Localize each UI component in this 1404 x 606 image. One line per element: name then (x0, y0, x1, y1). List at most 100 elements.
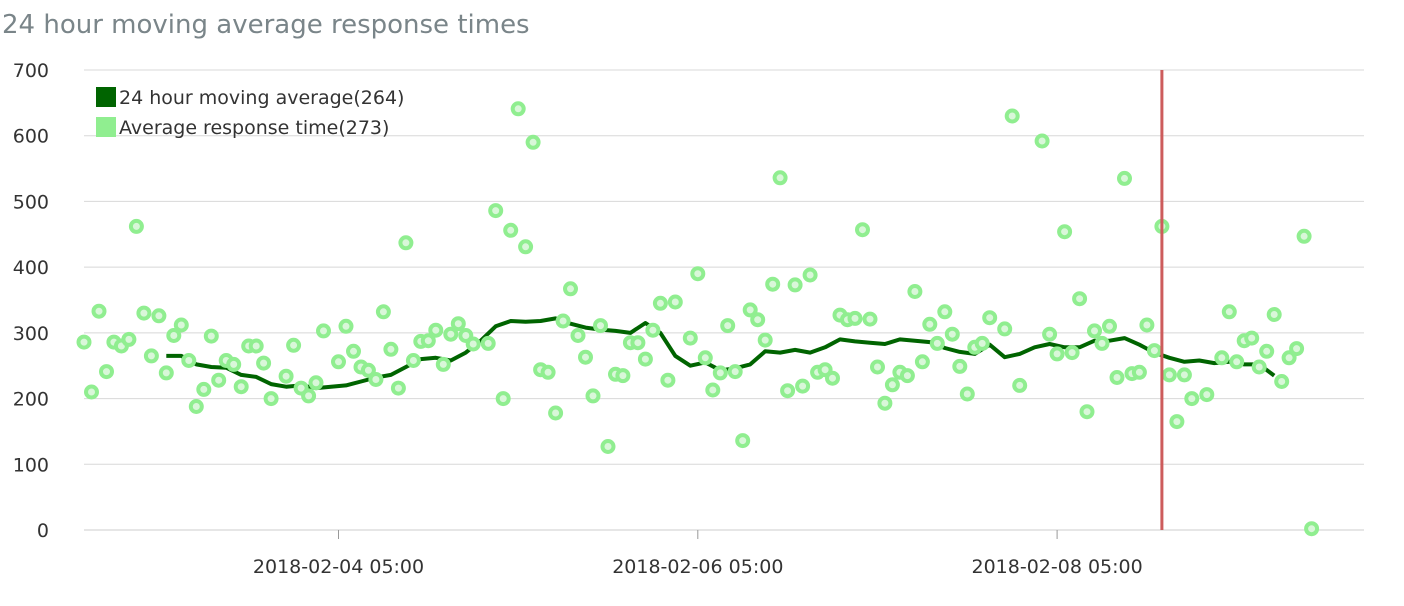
y-tick-label: 400 (13, 257, 49, 279)
response-time-point (697, 350, 713, 366)
response-time-point (1057, 224, 1073, 240)
response-time-point (488, 203, 504, 219)
x-axis: 2018-02-04 05:00 2018-02-06 05:00 2018-02-… (84, 529, 1364, 578)
response-time-point (757, 332, 773, 348)
response-time-point (922, 316, 938, 332)
response-time-point (1042, 326, 1058, 342)
response-time-point (1004, 108, 1020, 124)
response-time-point (278, 368, 294, 384)
response-time-point (1214, 350, 1230, 366)
response-time-point (780, 383, 796, 399)
response-time-point (368, 372, 384, 387)
response-time-point (226, 356, 242, 372)
response-time-point (795, 378, 811, 394)
response-time-point (742, 302, 758, 318)
response-time-point (899, 368, 915, 384)
response-time-point (1259, 343, 1275, 359)
response-time-point (1161, 367, 1177, 383)
response-time-point (398, 235, 414, 251)
response-time-point (256, 355, 272, 371)
response-time-point (555, 313, 571, 329)
response-time-point (712, 365, 728, 381)
response-time-point (944, 326, 960, 342)
response-time-point (1266, 307, 1282, 322)
response-time-series (76, 101, 1320, 537)
response-time-point (1244, 330, 1260, 346)
response-time-point (802, 267, 818, 283)
y-tick-label: 300 (13, 323, 49, 345)
response-time-point (884, 377, 900, 393)
response-time-point (548, 405, 564, 421)
response-time-point (690, 266, 706, 282)
response-time-point (450, 316, 466, 332)
response-time-point (735, 433, 751, 449)
y-tick-label: 0 (37, 520, 49, 542)
response-time-point (360, 362, 376, 378)
response-time-point (1146, 343, 1162, 359)
y-tick-label: 700 (13, 60, 49, 82)
response-time-point (952, 358, 968, 374)
response-time-point (1199, 387, 1215, 403)
response-time-point (143, 348, 159, 364)
response-time-point (525, 134, 541, 150)
response-time-point (188, 399, 204, 414)
response-time-point (765, 276, 781, 292)
response-time-point (914, 354, 930, 370)
response-time-point (1109, 370, 1125, 385)
response-time-point (495, 391, 511, 407)
response-time-point (600, 439, 616, 454)
response-time-point (390, 380, 406, 396)
response-time-point (682, 330, 698, 346)
response-time-point (870, 359, 885, 375)
response-time-point (151, 308, 167, 324)
response-time-point (1251, 359, 1267, 375)
response-time-point (645, 322, 661, 338)
response-time-point (465, 336, 481, 352)
response-time-point (637, 351, 653, 367)
x-tick-label: 2018-02-06 05:00 (612, 556, 783, 578)
response-time-point (1102, 318, 1117, 334)
response-time-point (937, 304, 953, 320)
response-time-point (128, 218, 144, 234)
response-time-point (1072, 291, 1088, 307)
response-time-point (982, 310, 998, 326)
response-time-point (563, 281, 578, 297)
response-time-point (346, 343, 361, 359)
response-time-point (1176, 367, 1192, 383)
response-time-point (173, 317, 189, 333)
legend-label-response-time: Average response time(273) (119, 117, 389, 139)
response-time-point (503, 222, 519, 238)
response-time-point (1274, 374, 1290, 389)
y-tick-label: 100 (13, 454, 49, 476)
response-time-point (570, 328, 586, 343)
response-time-point (518, 239, 534, 255)
response-time-point (877, 395, 893, 411)
response-time-point (578, 349, 593, 365)
response-time-point (847, 310, 863, 326)
response-time-point (203, 328, 219, 344)
response-time-point (1131, 364, 1147, 380)
response-time-point (331, 354, 346, 370)
response-time-point (1169, 414, 1185, 430)
response-time-point (907, 284, 923, 299)
response-time-point (84, 384, 99, 400)
legend-swatch-response-time (96, 117, 116, 137)
chart-title: 24 hour moving average response times (2, 10, 530, 40)
response-time-point (166, 328, 182, 343)
y-axis: 0 100 200 300 400 500 600 700 (13, 60, 49, 542)
response-time-point (308, 375, 324, 391)
legend: 24 hour moving average(264) Average resp… (96, 87, 404, 139)
response-time-point (652, 295, 668, 311)
response-time-point (420, 333, 436, 349)
response-time-point (435, 356, 451, 372)
response-time-point (825, 370, 840, 386)
response-time-point (286, 337, 302, 353)
response-time-point (630, 335, 646, 351)
x-tick-label: 2018-02-04 05:00 (253, 556, 424, 578)
response-time-point (667, 294, 683, 310)
response-time-point (1221, 304, 1237, 320)
grid-lines (84, 69, 1364, 531)
response-time-point (772, 170, 788, 186)
response-time-point (1094, 335, 1110, 351)
response-time-point (750, 312, 766, 328)
